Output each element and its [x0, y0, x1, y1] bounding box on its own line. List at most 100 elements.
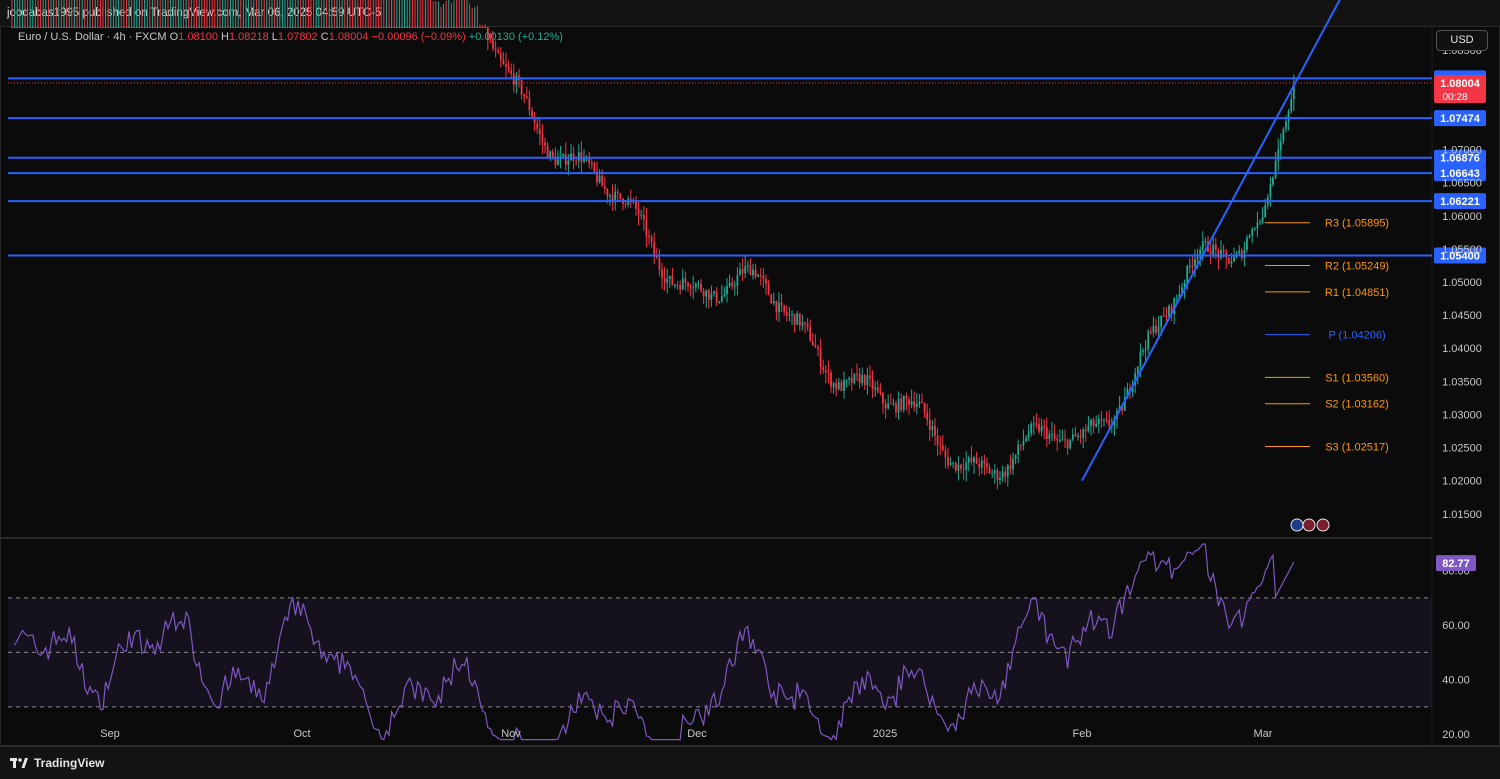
price-tick: 1.07000	[1442, 145, 1482, 157]
candle-body	[811, 340, 814, 346]
candle-body	[843, 380, 845, 391]
candle-body	[910, 401, 913, 405]
candle-body	[26, 27, 29, 28]
candle-body	[44, 27, 47, 28]
candle-body	[1155, 325, 1157, 333]
time-tick: Feb	[1073, 728, 1092, 740]
candle-body	[421, 27, 424, 28]
candle-body	[364, 27, 367, 28]
candle-body	[1048, 434, 1051, 440]
candle-body	[1194, 258, 1196, 267]
candle-body	[273, 27, 276, 28]
candle-body	[674, 284, 676, 286]
candle-body	[689, 286, 692, 289]
candle-body	[120, 27, 123, 28]
candle-body	[91, 27, 94, 28]
candle-body	[718, 301, 721, 303]
candle-body	[1178, 294, 1181, 298]
currency-button[interactable]: USD	[1436, 30, 1488, 51]
candle-body	[471, 27, 474, 28]
candle-body	[346, 27, 349, 28]
level-label: 1.06221	[1440, 196, 1480, 208]
candle-body	[850, 377, 853, 383]
candle-body	[494, 48, 497, 51]
candle-body	[1152, 325, 1155, 333]
price-tick: 1.06500	[1442, 178, 1482, 190]
candle-body	[502, 60, 505, 65]
candle-body	[200, 27, 203, 28]
candle-body	[271, 27, 273, 28]
rsi-label-bg	[1436, 555, 1476, 572]
price-tick: 1.05000	[1442, 277, 1482, 289]
candle-body	[489, 39, 492, 41]
open-label: O	[169, 31, 179, 43]
candle-body	[401, 27, 403, 28]
candle-body	[1230, 261, 1233, 264]
candle-body	[1199, 250, 1202, 258]
candle-body	[1217, 249, 1220, 258]
time-tick: Sep	[100, 728, 120, 740]
candle-body	[11, 27, 13, 28]
candle-body	[304, 27, 307, 28]
time-tick: Mar	[1254, 728, 1273, 740]
candle-body	[328, 27, 331, 28]
candle-body	[733, 285, 736, 287]
candle-body	[109, 27, 112, 28]
candle-body	[993, 470, 996, 474]
candle-body	[1006, 465, 1009, 477]
candle-body	[492, 40, 494, 49]
candle-body	[684, 278, 687, 283]
candle-body	[1126, 388, 1129, 399]
candle-body	[24, 27, 26, 28]
candle-body	[936, 435, 939, 445]
candle-body	[603, 186, 606, 189]
price-tick: 1.02000	[1442, 476, 1482, 488]
price-tick: 1.06000	[1442, 211, 1482, 223]
candle-body	[1004, 471, 1007, 477]
candle-body	[481, 27, 484, 28]
candle-body	[726, 286, 728, 295]
candle-body	[824, 369, 827, 372]
candle-body	[208, 27, 211, 28]
candle-body	[905, 396, 908, 400]
candle-body	[1165, 315, 1168, 317]
candle-body	[1061, 439, 1064, 441]
candle-body	[892, 403, 895, 405]
candle-body	[736, 275, 739, 286]
candle-body	[791, 314, 793, 316]
candle-body	[255, 27, 258, 28]
candle-body	[47, 27, 50, 28]
candle-body	[889, 403, 892, 405]
candle-body	[60, 27, 63, 28]
candle-body	[1032, 423, 1035, 425]
candle-body	[1285, 121, 1287, 129]
low-value: 1.07802	[277, 31, 318, 43]
level-label: 1.06643	[1440, 168, 1480, 180]
candle-body	[637, 208, 640, 216]
candle-body	[16, 27, 19, 28]
candle-body	[1025, 437, 1027, 442]
candle-body	[497, 50, 500, 54]
candle-body	[1134, 372, 1137, 385]
chart-area[interactable]	[0, 26, 1500, 746]
candle-body	[39, 27, 42, 28]
candle-body	[653, 241, 656, 255]
candle-body	[902, 396, 905, 410]
candle-body	[601, 175, 604, 187]
candle-body	[83, 27, 86, 28]
candle-body	[765, 278, 767, 284]
brand-label: TradingView	[34, 756, 105, 770]
candle-body	[1282, 128, 1285, 141]
candle-body	[840, 382, 843, 391]
high-label: H	[221, 31, 229, 43]
candle-body	[788, 314, 791, 316]
candle-body	[661, 269, 663, 279]
candle-body	[1277, 149, 1280, 161]
tradingview-brand[interactable]: TradingView	[10, 756, 104, 770]
candle-body	[780, 302, 783, 306]
candle-body	[1157, 326, 1160, 333]
symbol-title: Euro / U.S. Dollar · 4h · FXCM	[18, 31, 167, 43]
candle-body	[468, 27, 471, 28]
candle-body	[73, 27, 76, 28]
